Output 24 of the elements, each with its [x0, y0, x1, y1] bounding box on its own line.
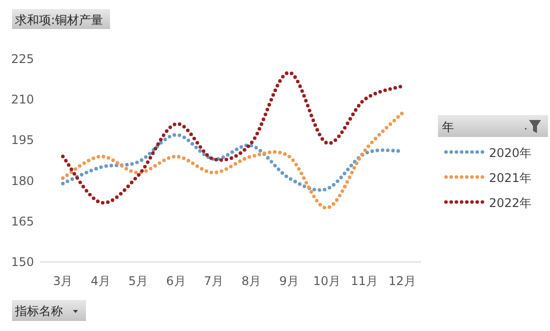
x-tick-label: 8月: [242, 274, 262, 288]
y-tick-label: 210: [11, 92, 34, 107]
chart-title: 求和项:铜材产量: [15, 13, 104, 27]
y-tick-label: 150: [11, 255, 34, 269]
line-series: [61, 70, 404, 204]
legend-label: 2020年: [489, 146, 532, 160]
x-tick-label: 7月: [204, 274, 224, 288]
legend-label: 2021年: [489, 171, 532, 185]
legend-title: 年: [442, 120, 454, 134]
x-tick-label: 12月: [388, 274, 416, 288]
y-tick-label: 195: [11, 133, 34, 148]
text: 指标名称: [14, 304, 63, 318]
y-tick-label: 180: [11, 174, 34, 188]
line-series: [61, 111, 404, 210]
x-tick-label: 5月: [128, 274, 148, 288]
x-tick-label: 3月: [53, 274, 73, 288]
x-tick-label: 4月: [90, 274, 110, 288]
x-tick-label: 9月: [279, 274, 299, 288]
x-tick-label: 6月: [166, 274, 186, 288]
x-tick-label: 10月: [313, 274, 340, 288]
x-tick-label: 11月: [350, 274, 378, 288]
y-tick-label: 225: [11, 52, 34, 66]
legend-label: 2022年: [489, 196, 532, 210]
y-tick-label: 165: [11, 214, 34, 228]
